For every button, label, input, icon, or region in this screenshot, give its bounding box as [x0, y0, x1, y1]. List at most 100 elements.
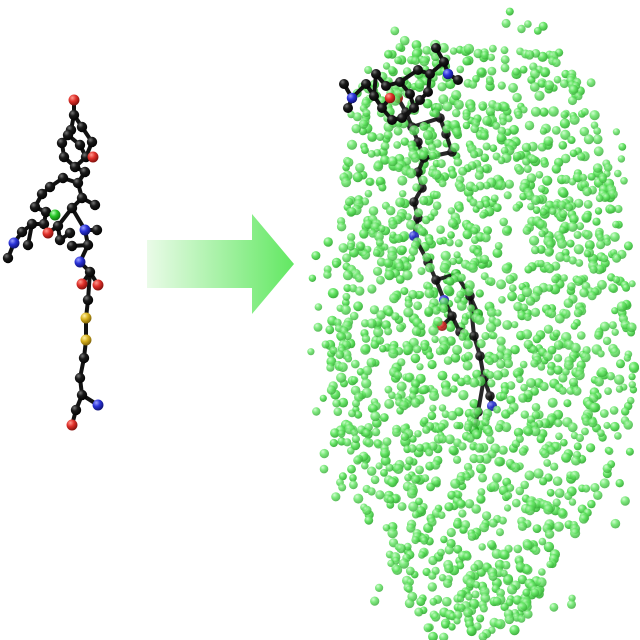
solvent-molecule: [478, 543, 486, 551]
solvent-molecule: [380, 447, 391, 459]
solvent-molecule: [527, 202, 535, 211]
solvent-molecule: [554, 419, 563, 428]
solvent-molecule: [384, 269, 395, 281]
exposed-carbon-atom: [439, 57, 449, 67]
solvent-molecule: [498, 296, 506, 304]
solvent-molecule: [456, 561, 465, 570]
solvent-molecule: [428, 571, 437, 580]
solvent-molecule: [328, 288, 339, 299]
solvent-molecule: [396, 381, 407, 392]
solvent-molecule: [442, 596, 452, 607]
solvent-molecule: [503, 575, 514, 586]
solvent-molecule: [410, 153, 421, 163]
solvent-molecule: [623, 354, 632, 362]
solvent-molecule: [450, 478, 461, 489]
solvent-molecule: [488, 518, 498, 528]
solvent-molecule: [563, 360, 574, 371]
solvent-molecule: [448, 623, 456, 631]
solvent-molecule: [399, 35, 410, 46]
solvent-molecule: [458, 390, 469, 401]
solvent-molecule: [628, 363, 640, 374]
solvent-molecule: [539, 127, 548, 135]
solvent-molecule: [445, 276, 455, 286]
solvent-molecule: [453, 455, 462, 464]
solvent-molecule: [336, 222, 347, 232]
solvent-molecule: [507, 291, 517, 302]
solvent-molecule: [620, 177, 628, 185]
solvent-molecule: [610, 347, 621, 358]
solvent-molecule: [341, 177, 352, 188]
solvent-molecule: [506, 395, 516, 405]
solvent-molecule: [557, 200, 567, 210]
solvent-molecule: [606, 372, 615, 381]
solvent-molecule: [362, 428, 371, 437]
solvent-molecule: [447, 490, 457, 500]
solvent-molecule: [431, 476, 441, 487]
solvent-molecule: [581, 108, 589, 116]
solvent-molecule: [557, 509, 568, 519]
solvent-molecule: [485, 322, 497, 333]
solvent-molecule: [588, 393, 599, 403]
solvent-molecule: [544, 80, 555, 91]
solvent-molecule: [441, 386, 452, 397]
solvent-molecule: [505, 274, 515, 284]
solvent-molecule: [533, 27, 542, 35]
solvent-molecule: [354, 392, 364, 402]
solvent-molecule: [445, 238, 454, 247]
solvent-molecule: [336, 372, 347, 383]
solvent-molecule: [385, 308, 394, 317]
solvent-molecule: [524, 120, 535, 131]
solvent-molecule: [428, 325, 439, 336]
solvent-molecule: [422, 425, 431, 434]
solvent-molecule: [420, 343, 429, 351]
solvent-molecule: [443, 356, 453, 365]
solvent-molecule: [342, 253, 352, 263]
solvent-molecule: [586, 78, 596, 88]
solvent-molecule: [551, 164, 561, 174]
solvent-molecule: [558, 386, 567, 395]
solvent-molecule: [475, 200, 485, 210]
solvent-molecule: [543, 324, 554, 334]
solvent-molecule: [480, 51, 490, 60]
solvent-molecule: [532, 524, 542, 533]
solvent-molecule: [553, 340, 564, 350]
solvent-molecule: [478, 632, 488, 640]
solvent-molecule: [452, 108, 461, 118]
solvent-molecule: [325, 325, 335, 335]
solvent-molecule: [409, 125, 420, 136]
solvent-molecule: [553, 75, 562, 84]
solvent-molecule: [583, 134, 594, 145]
solvent-molecule: [416, 363, 424, 371]
solvent-molecule: [515, 486, 525, 496]
left-carbon-atom: [2, 252, 14, 264]
solvent-molecule: [453, 617, 461, 625]
embedded-carbon-atom: [409, 197, 419, 207]
solvent-molecule: [531, 546, 541, 555]
solvent-molecule: [340, 304, 351, 315]
solvent-molecule: [367, 487, 376, 496]
solvent-molecule: [419, 151, 428, 160]
solvent-molecule: [479, 211, 487, 219]
solvent-molecule: [529, 235, 540, 246]
solvent-molecule: [479, 604, 488, 613]
solvent-molecule: [429, 597, 438, 606]
solvent-molecule: [517, 614, 526, 623]
solvent-molecule: [489, 481, 500, 492]
solvent-molecule: [474, 315, 485, 325]
solvent-molecule: [548, 106, 559, 117]
exposed-carbon-atom: [409, 103, 419, 113]
exposed-nitrogen-atom: [442, 68, 454, 80]
solvent-molecule: [308, 274, 317, 282]
solvent-molecule: [543, 504, 554, 515]
left-carbon-atom: [86, 136, 98, 148]
solvent-molecule: [361, 461, 369, 470]
solvent-molecule: [530, 588, 540, 597]
solvent-molecule: [361, 378, 372, 389]
solvent-molecule: [446, 322, 456, 332]
solvent-molecule: [520, 383, 528, 392]
solvent-molecule: [387, 559, 395, 568]
solvent-molecule: [460, 317, 469, 326]
solvent-molecule: [458, 332, 467, 341]
solvent-molecule: [503, 358, 513, 369]
solvent-molecule: [574, 198, 584, 208]
